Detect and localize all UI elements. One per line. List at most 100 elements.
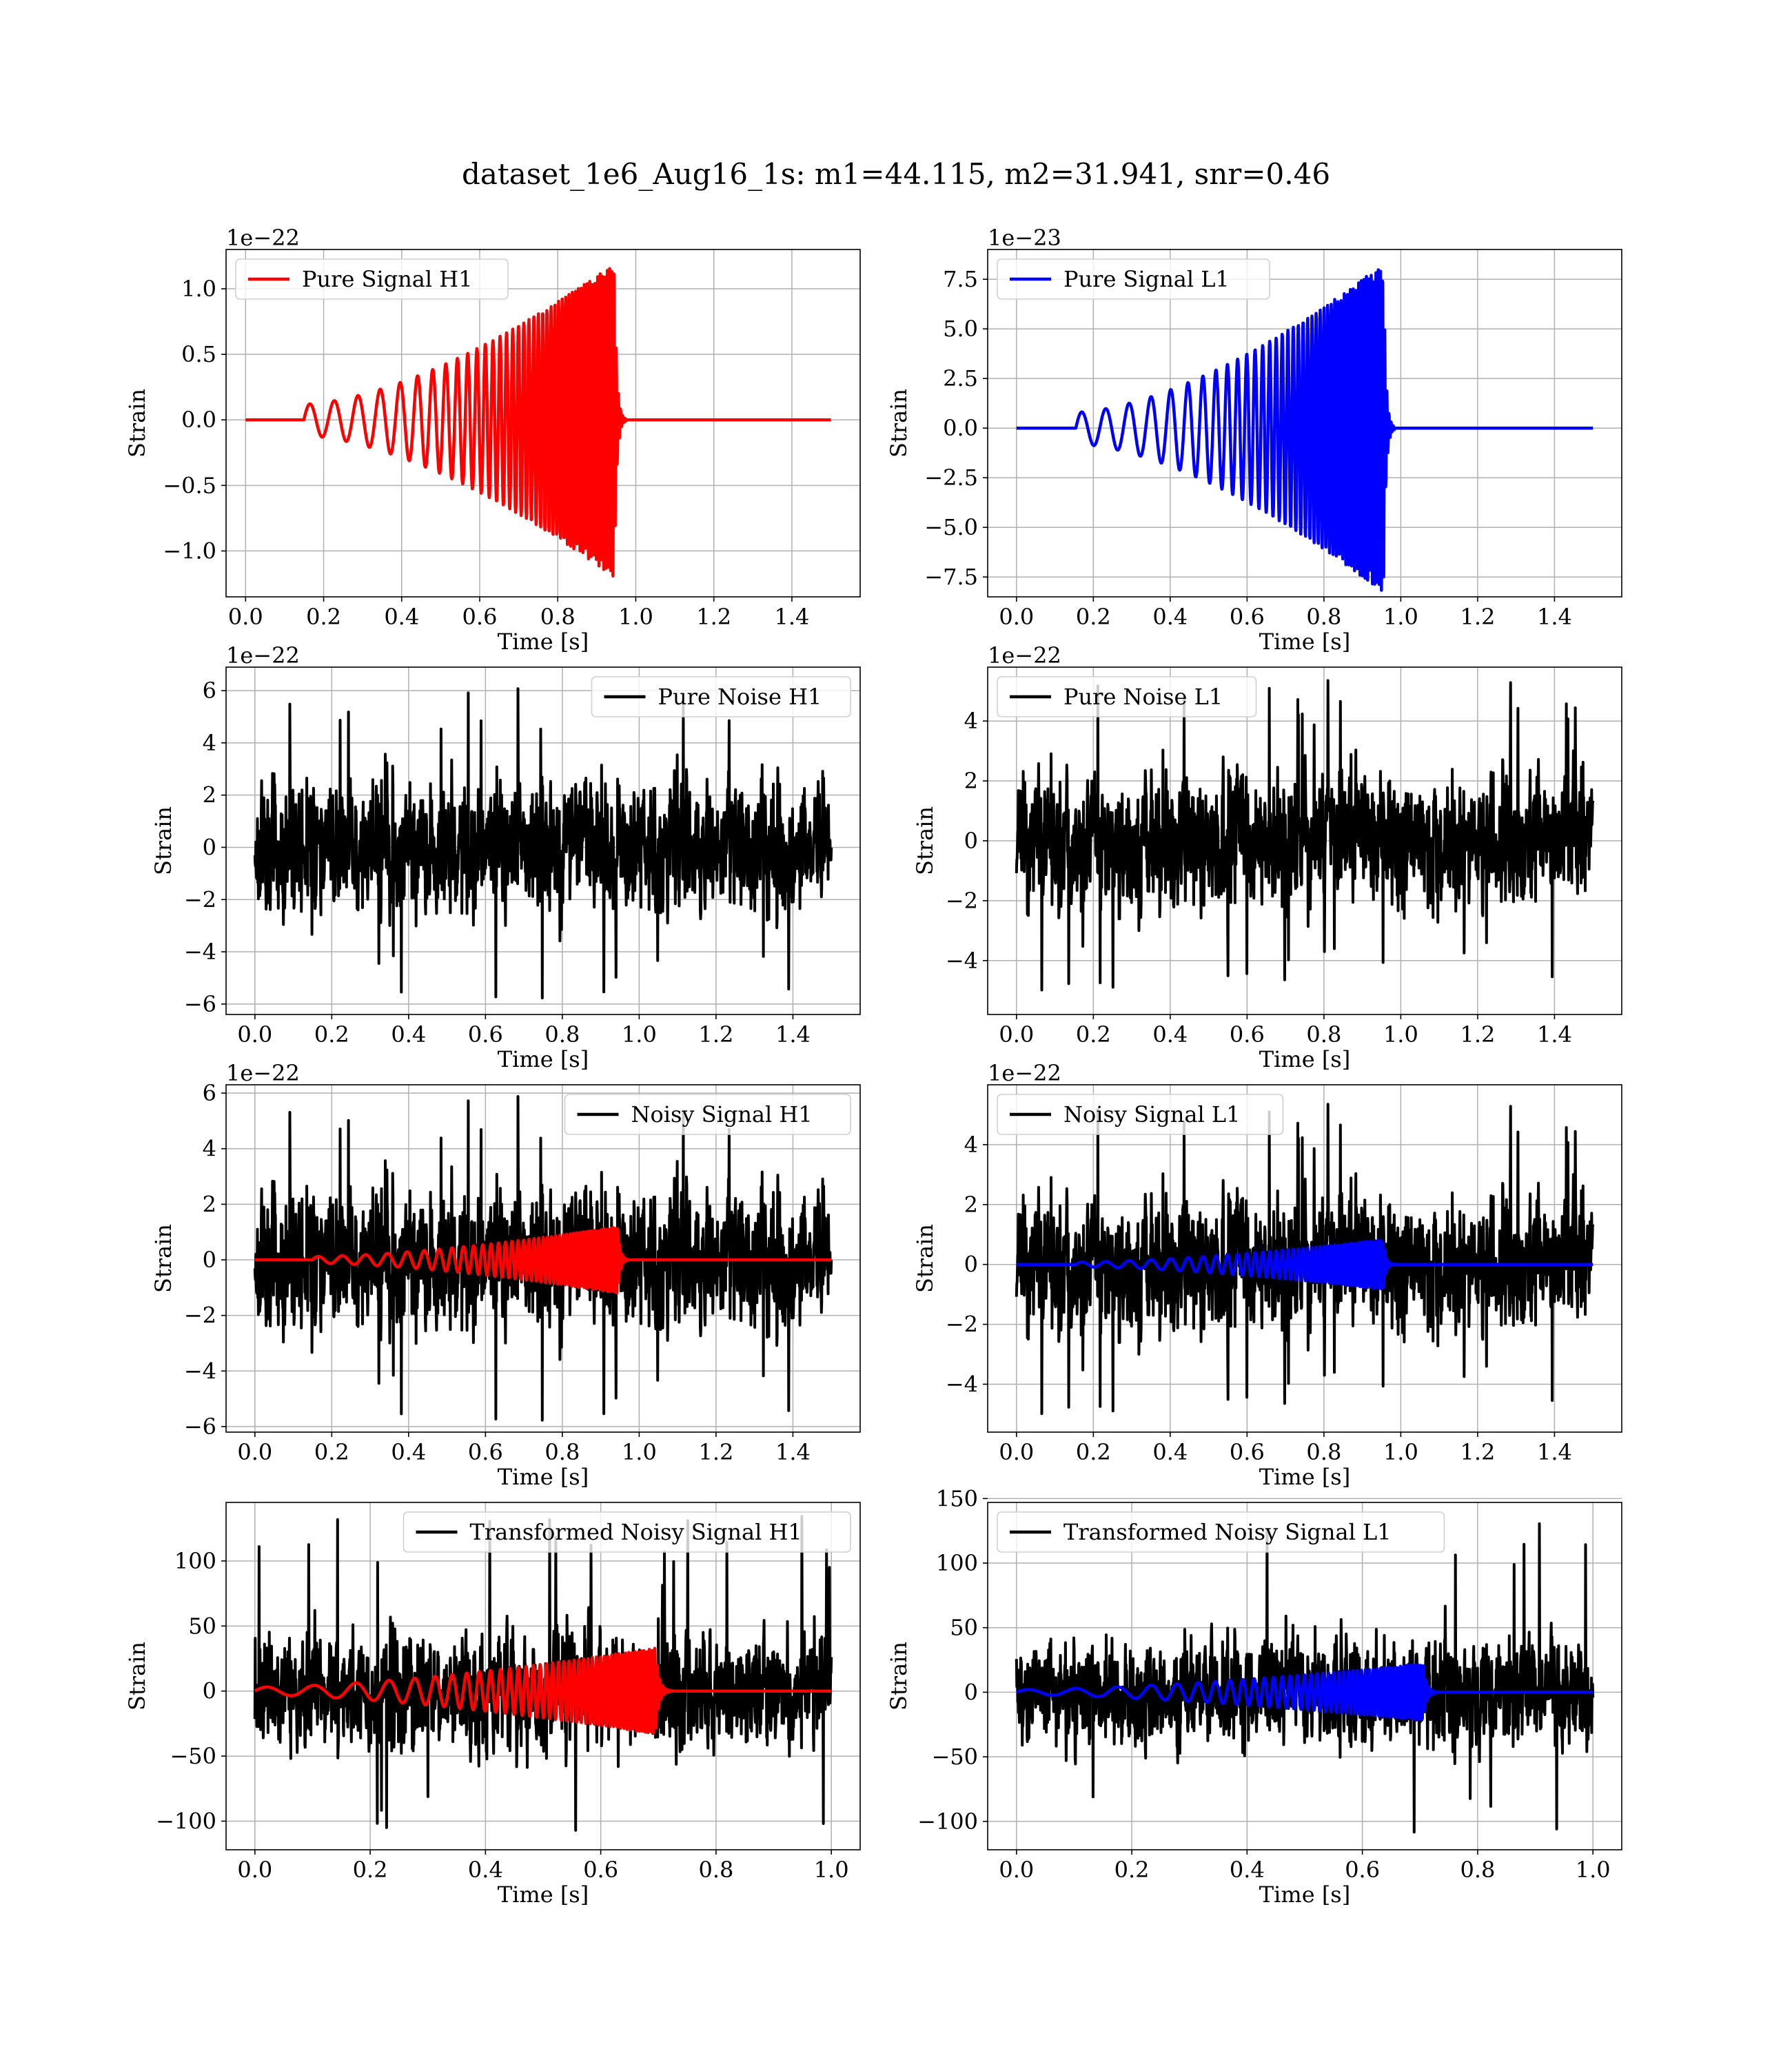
y-tick-label: 5.0	[943, 316, 978, 342]
legend-box	[997, 1094, 1284, 1135]
x-tick-label: 1.4	[774, 604, 809, 630]
legend-box	[997, 676, 1257, 717]
x-axis-label: Time [s]	[1259, 1881, 1350, 1908]
x-tick-label: 0.6	[468, 1439, 503, 1465]
y-offset-text: 1e−23	[988, 225, 1061, 251]
x-tick-label: 0.0	[237, 1439, 272, 1465]
legend-label: Pure Signal L1	[1063, 266, 1230, 292]
x-tick-label: 0.0	[999, 604, 1034, 630]
axes-frame	[987, 1502, 1622, 1850]
x-tick-label: 0.0	[999, 1857, 1034, 1883]
legend-box	[564, 1094, 851, 1135]
x-tick-label: 0.8	[544, 1439, 580, 1465]
y-tick-label: 2.5	[943, 365, 978, 391]
subplot-pure-noise-l1: 0.0 0.2 0.4 0.6 0.8 1.0 1.2 1.4 −4 −2 0 2 4 Time [s] S…	[912, 642, 1622, 1072]
x-tick-label: 1.0	[618, 604, 653, 630]
y-tick-label: 4	[203, 730, 216, 756]
x-tick-label: 1.0	[622, 1439, 657, 1465]
subplot-noisy-signal-h1: 0.0 0.2 0.4 0.6 0.8 1.0 1.2 1.4 −6 −4 −2 0 2 4 6 Time […	[150, 1060, 861, 1490]
y-tick-label: −4	[184, 939, 216, 965]
x-tick-label: 1.4	[1537, 1439, 1572, 1465]
legend-label: Pure Noise L1	[1063, 684, 1223, 710]
y-tick-label: −0.5	[163, 472, 216, 498]
x-tick-label: 0.2	[1114, 1857, 1150, 1883]
y-tick-label: −4	[946, 948, 978, 974]
x-tick-label: 1.4	[1537, 1021, 1572, 1048]
legend-label: Pure Noise H1	[658, 684, 822, 710]
x-tick-label: 0.4	[1230, 1857, 1265, 1883]
x-tick-label: 0.8	[1306, 604, 1341, 630]
y-tick-label: 0	[203, 834, 216, 860]
x-tick-label: 0.8	[1306, 1021, 1341, 1048]
x-tick-label: 1.2	[1460, 1021, 1495, 1048]
y-tick-label: −6	[184, 991, 216, 1017]
legend: Pure Noise L1	[997, 676, 1257, 717]
legend: Pure Noise H1	[591, 676, 851, 717]
x-axis-label: Time [s]	[1259, 1464, 1350, 1490]
y-tick-label: −4	[946, 1371, 978, 1397]
x-tick-label: 0.6	[1230, 1021, 1265, 1048]
y-tick-label: 100	[174, 1548, 216, 1574]
y-tick-label: 0	[203, 1678, 216, 1704]
legend-box	[235, 258, 509, 300]
y-tick-label: −50	[170, 1743, 216, 1769]
subplot-noisy-signal-l1: 0.0 0.2 0.4 0.6 0.8 1.0 1.2 1.4 −4 −2 0 2 4 Time [s] S…	[912, 1060, 1622, 1490]
x-tick-label: 0.2	[1076, 604, 1111, 630]
y-tick-label: 1.0	[181, 276, 216, 302]
y-tick-label: 2	[203, 782, 216, 808]
x-tick-label: 1.2	[698, 1021, 733, 1048]
y-axis-label: Strain	[886, 1642, 912, 1711]
y-axis-label: Strain	[886, 389, 912, 458]
legend: Noisy Signal H1	[564, 1094, 851, 1135]
y-tick-label: 0.5	[181, 341, 216, 367]
y-offset-text: 1e−22	[226, 225, 300, 251]
y-tick-label: 4	[964, 708, 978, 734]
legend-box	[997, 1511, 1445, 1553]
legend: Noisy Signal L1	[997, 1094, 1284, 1135]
subplot-transformed-noisy-signal-h1: 0.0 0.2 0.4 0.6 0.8 1.0 −100 −50 0 50 100 Time [s] S…	[124, 1502, 861, 1908]
legend-label: Noisy Signal H1	[631, 1101, 813, 1128]
x-tick-label: 0.0	[228, 604, 263, 630]
y-tick-label: −2	[184, 886, 216, 912]
subplot-transformed-noisy-signal-l1: 0.0 0.2 0.4 0.6 0.8 1.0 −100 −50 0 50 100 150 Time […	[886, 1485, 1622, 1908]
x-tick-label: 0.2	[353, 1857, 388, 1883]
y-tick-label: −2	[946, 1312, 978, 1338]
series-line-noisy-signal-h1-1	[254, 1226, 833, 1295]
y-offset-text: 1e−22	[988, 1060, 1061, 1086]
x-tick-label: 0.0	[237, 1857, 272, 1883]
axes-frame	[225, 1084, 861, 1433]
legend-label: Transformed Noisy Signal H1	[470, 1519, 802, 1545]
x-tick-label: 0.8	[1306, 1439, 1341, 1465]
y-tick-label: −4	[184, 1358, 216, 1384]
x-tick-label: 1.0	[814, 1857, 849, 1883]
y-tick-label: 50	[188, 1613, 216, 1639]
axes-frame	[987, 249, 1622, 598]
x-tick-label: 0.2	[314, 1439, 349, 1465]
y-tick-label: 0.0	[181, 407, 216, 433]
y-tick-label: −2	[946, 888, 978, 914]
y-offset-text: 1e−22	[226, 1060, 300, 1086]
legend-label: Pure Signal H1	[302, 266, 473, 292]
y-axis-label: Strain	[150, 1224, 176, 1293]
x-tick-label: 0.8	[698, 1857, 733, 1883]
x-tick-label: 0.4	[391, 1439, 426, 1465]
legend: Pure Signal L1	[997, 258, 1270, 300]
x-tick-label: 1.0	[1576, 1857, 1611, 1883]
y-tick-label: −1.0	[163, 538, 216, 564]
x-tick-label: 0.6	[583, 1857, 618, 1883]
x-tick-label: 0.2	[314, 1021, 349, 1048]
series-line-transformed-noisy-signal-l1-1	[1015, 1663, 1594, 1722]
axes-frame	[225, 1502, 861, 1850]
subplot-pure-signal-h1: 0.0 0.2 0.4 0.6 0.8 1.0 1.2 1.4 −1.0 −0.5 0.0 0.5 1.…	[124, 225, 861, 655]
axes-frame	[225, 249, 861, 598]
x-tick-label: 1.0	[1383, 1021, 1418, 1048]
x-tick-label: 1.0	[1383, 1439, 1418, 1465]
series-line-pure-signal-h1-0	[244, 267, 833, 578]
y-tick-label: −100	[156, 1808, 216, 1834]
x-axis-label: Time [s]	[1259, 1046, 1350, 1072]
y-tick-label: −50	[931, 1744, 978, 1770]
x-tick-label: 0.4	[384, 604, 419, 630]
x-tick-label: 0.4	[1152, 604, 1188, 630]
y-axis-label: Strain	[150, 806, 176, 875]
